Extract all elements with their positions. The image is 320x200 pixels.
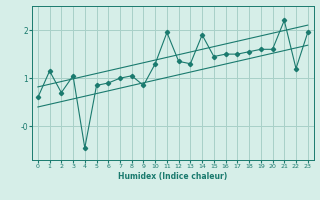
X-axis label: Humidex (Indice chaleur): Humidex (Indice chaleur): [118, 172, 228, 181]
